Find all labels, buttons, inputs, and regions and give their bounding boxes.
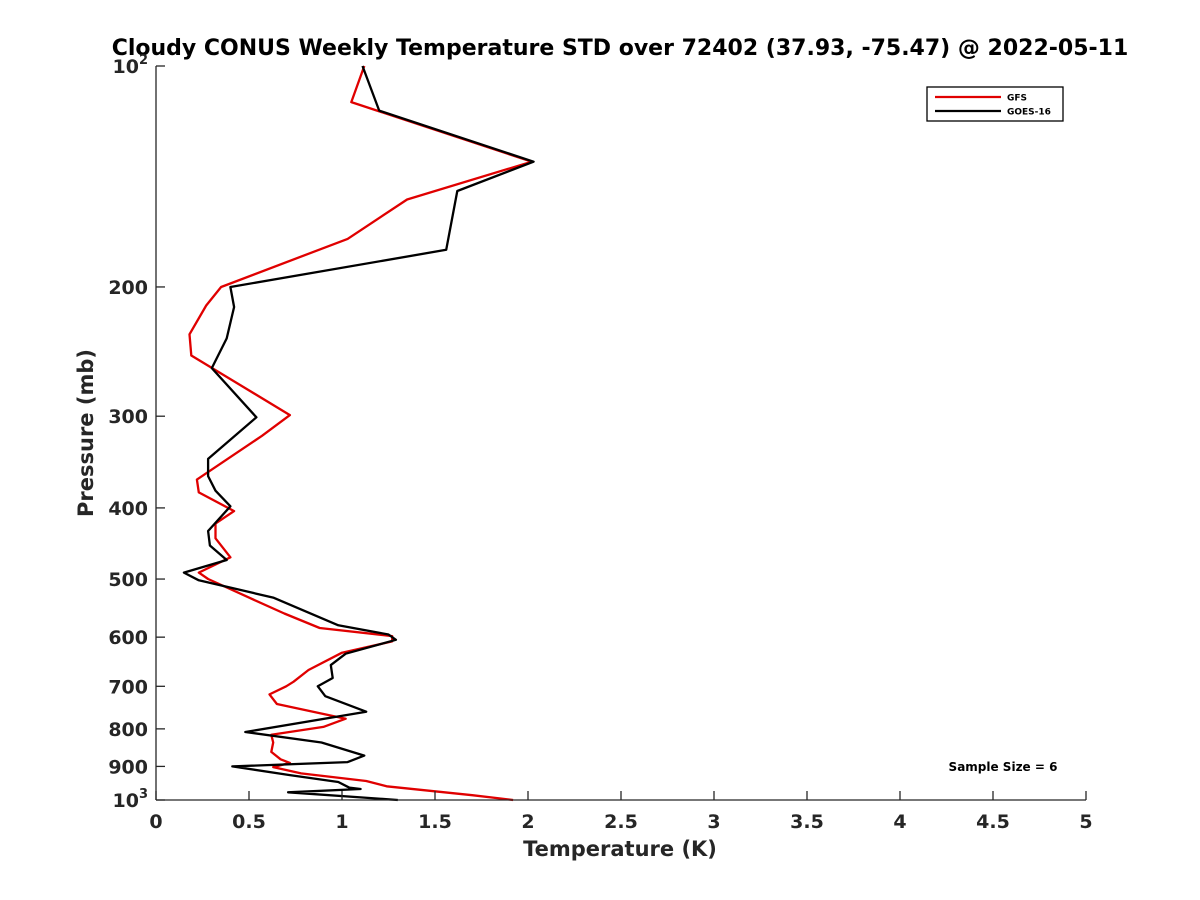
series-line-gfs bbox=[188, 65, 533, 802]
x-tick-label: 2 bbox=[521, 811, 534, 833]
x-tick-label: 4.5 bbox=[976, 811, 1010, 833]
x-tick-label: 0.5 bbox=[232, 811, 266, 833]
y-tick-label: 800 bbox=[108, 719, 148, 741]
y-tick-label: 102 bbox=[113, 53, 149, 78]
y-tick-label: 400 bbox=[108, 498, 148, 520]
x-tick-label: 3 bbox=[707, 811, 720, 833]
y-tick-label: 103 bbox=[113, 787, 149, 812]
x-tick-label: 2.5 bbox=[604, 811, 638, 833]
sample-size-annotation: Sample Size = 6 bbox=[949, 760, 1058, 774]
legend: GFS GOES-16 bbox=[926, 86, 1064, 122]
y-tick-label: 900 bbox=[108, 756, 148, 778]
legend-box bbox=[926, 86, 1064, 122]
series-line-goes-16 bbox=[182, 65, 535, 802]
x-tick-label: 1.5 bbox=[418, 811, 452, 833]
axes-group: 0 0.5 1 1.5 2 2.5 3 3.5 4 4.5 5 102 200 300 400 500 600 7… bbox=[108, 53, 1092, 833]
chart-title: Cloudy CONUS Weekly Temperature STD over… bbox=[112, 36, 1129, 61]
legend-label: GOES-16 bbox=[1007, 108, 1051, 118]
y-tick-label: 500 bbox=[108, 569, 148, 591]
x-tick-label: 0 bbox=[149, 811, 162, 833]
x-axis-title: Temperature (K) bbox=[523, 837, 717, 861]
x-tick-label: 5 bbox=[1079, 811, 1092, 833]
x-tick-label: 3.5 bbox=[790, 811, 824, 833]
series-group bbox=[182, 65, 535, 802]
legend-label: GFS bbox=[1007, 94, 1027, 104]
y-tick-label: 200 bbox=[108, 277, 148, 299]
y-tick-label: 600 bbox=[108, 627, 148, 649]
y-tick-label: 700 bbox=[108, 676, 148, 698]
y-axis-title: Pressure (mb) bbox=[74, 349, 98, 517]
y-tick-label: 300 bbox=[108, 406, 148, 428]
x-tick-label: 1 bbox=[335, 811, 348, 833]
x-tick-label: 4 bbox=[893, 811, 906, 833]
